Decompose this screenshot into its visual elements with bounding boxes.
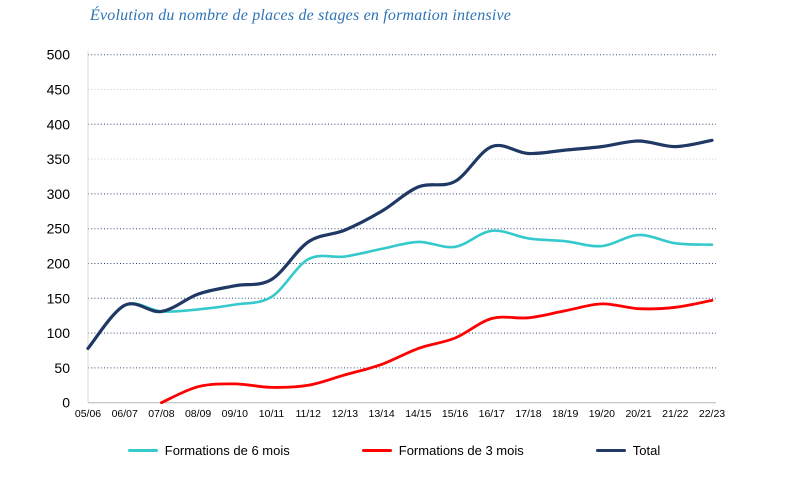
chart-title: Évolution du nombre de places de stages … (90, 7, 512, 24)
series-line-formations-de-6-mois (86, 229, 714, 350)
y-axis-label: 50 (54, 360, 70, 376)
y-axis-label: 350 (47, 151, 71, 167)
legend-item-total: Total (595, 443, 661, 458)
y-axis-label: 150 (47, 290, 71, 306)
legend-label: Formations de 3 mois (398, 443, 524, 458)
x-axis-label: 20/21 (625, 408, 651, 420)
y-axis-label: 250 (47, 221, 71, 237)
x-axis-label: 21/22 (662, 408, 688, 420)
legend-item-formations-de-6-mois: Formations de 6 mois (127, 443, 290, 458)
x-axis-label: 14/15 (405, 408, 431, 420)
legend-swatch-formations-de-3-mois (361, 449, 392, 452)
y-axis-label: 300 (47, 186, 71, 202)
y-axis-label: 450 (47, 82, 71, 98)
x-axis-label: 12/13 (332, 408, 358, 420)
x-axis-label: 09/10 (222, 408, 248, 420)
y-axis-label: 400 (47, 116, 71, 132)
x-axis-label: 13/14 (369, 408, 395, 420)
legend-swatch-formations-de-6-mois (127, 449, 158, 452)
series-line-formations-de-3-mois (160, 299, 714, 405)
x-axis-label: 19/20 (589, 408, 615, 420)
legend-item-formations-de-3-mois: Formations de 3 mois (361, 443, 524, 458)
x-axis-label: 18/19 (552, 408, 578, 420)
y-axis-label: 200 (47, 256, 71, 272)
x-axis-label: 05/06 (75, 408, 101, 420)
x-axis-label: 22/23 (699, 408, 725, 420)
legend-label: Formations de 6 mois (164, 443, 290, 458)
y-axis-label: 0 (62, 395, 70, 411)
x-axis-label: 08/09 (185, 408, 211, 420)
x-axis-label: 07/08 (148, 408, 174, 420)
x-axis-label: 06/07 (112, 408, 138, 420)
x-axis-label: 10/11 (259, 408, 285, 420)
legend-label: Total (632, 443, 661, 458)
legend-swatch-total (595, 449, 626, 452)
x-axis-label: 16/17 (479, 408, 505, 420)
y-axis-label: 500 (47, 47, 71, 63)
x-axis-label: 15/16 (442, 408, 468, 420)
x-axis-label: 17/18 (515, 408, 541, 420)
x-axis-label: 11/12 (295, 408, 321, 420)
y-axis-label: 100 (47, 325, 71, 341)
chart-legend: Formations de 6 mois Formations de 3 mois… (0, 443, 788, 458)
series-line-total (86, 138, 714, 350)
